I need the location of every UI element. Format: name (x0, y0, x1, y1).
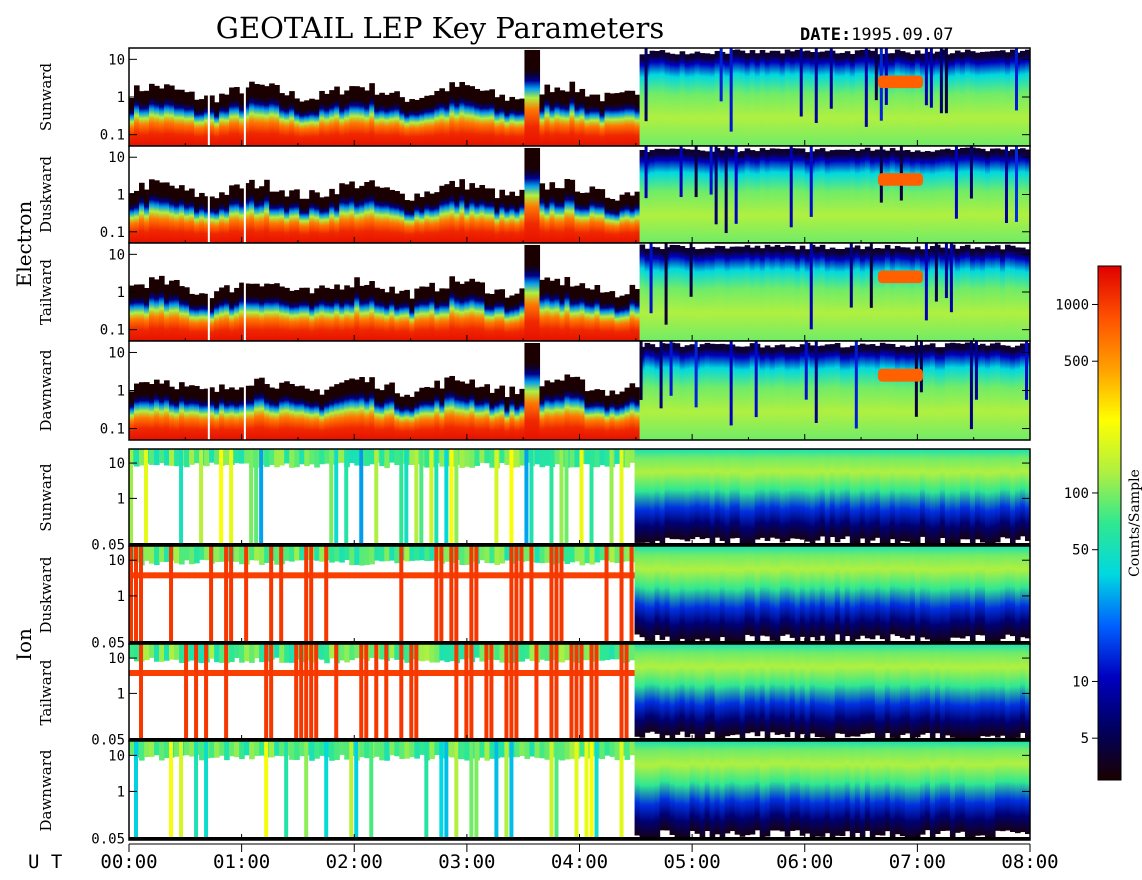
y-tick-label: 10 (108, 553, 125, 569)
y-tick-label: 1 (117, 589, 125, 605)
panel-label-sunward: Sunward (37, 63, 55, 132)
y-tick-label: 10 (108, 247, 125, 263)
y-tick-label: 10 (108, 345, 125, 361)
y-tick-label: 0.1 (100, 422, 125, 438)
panel-label-dawnward: Dawnward (37, 349, 55, 431)
time-tick-label: 04:00 (551, 851, 608, 873)
group-labels: Electron Ion (12, 201, 36, 661)
y-tick-label: 10 (108, 456, 125, 472)
panel-ion-duskward: 10 1 0.05 Duskward (37, 545, 1031, 651)
y-tick-label: 0.05 (91, 732, 125, 748)
y-tick-label: 1 (117, 188, 125, 204)
time-tick-label: 02:00 (326, 851, 383, 873)
date-label: DATE: (800, 25, 851, 45)
panel-label-tailward: Tailward (37, 259, 55, 325)
colorbar-tick-label: 5 (1081, 731, 1089, 747)
panel-label-sunward: Sunward (37, 463, 55, 532)
time-tick-label: 07:00 (889, 851, 946, 873)
y-tick-label: 10 (108, 748, 125, 764)
panel-label-dawnward: Dawnward (37, 749, 55, 831)
time-tick-label: 06:00 (776, 851, 833, 873)
colorbar-tick-label: 10 (1072, 674, 1089, 690)
y-tick-label: 0.1 (100, 323, 125, 339)
group-label-electron: Electron (12, 201, 36, 288)
panel-electron-sunward: 10 1 0.1 Sunward (37, 47, 1031, 147)
time-tick-label: 01:00 (213, 851, 270, 873)
y-tick-label: 10 (108, 52, 125, 68)
y-tick-label: 0.05 (91, 831, 125, 847)
spectrogram-panels: 10 1 0.1 Sunward 10 1 0.1 Duskward 10 1 0.1 Tailwar… (37, 47, 1031, 847)
y-tick-label: 0.1 (100, 225, 125, 241)
panel-ion-sunward: 10 1 0.05 Sunward (37, 448, 1031, 553)
panel-electron-duskward: 10 1 0.1 Duskward (37, 145, 1031, 244)
y-tick-label: 1 (117, 686, 125, 702)
time-tick-label: 08:00 (1001, 851, 1058, 873)
time-tick-label: 03:00 (438, 851, 495, 873)
colorbar-tick-label: 500 (1064, 354, 1089, 370)
panel-label-tailward: Tailward (37, 659, 55, 725)
time-axis-label: U T (28, 851, 62, 873)
panel-electron-tailward: 10 1 0.1 Tailward (37, 242, 1031, 342)
colorbar-tick-label: 50 (1072, 543, 1089, 559)
panel-label-duskward: Duskward (37, 556, 55, 633)
colorbar-title: Counts/Sample (1127, 469, 1142, 577)
y-tick-label: 1 (117, 90, 125, 106)
group-label-ion: Ion (12, 628, 36, 661)
time-tick-label: 00:00 (100, 851, 157, 873)
panel-electron-dawnward: 10 1 0.1 Dawnward (37, 340, 1031, 441)
y-tick-label: 1 (117, 491, 125, 507)
date-display: DATE:1995.09.07 (800, 25, 954, 45)
panel-ion-dawnward: 10 1 0.05 Dawnward (37, 740, 1031, 847)
y-tick-label: 1 (117, 285, 125, 301)
y-tick-label: 10 (108, 651, 125, 667)
time-axis: U T 00:00 01:00 02:00 03:00 04:00 05:00 06:00 0… (28, 843, 1059, 873)
y-tick-label: 0.05 (91, 635, 125, 651)
time-tick-label: 05:00 (664, 851, 721, 873)
panel-ion-tailward: 10 1 0.05 Tailward (37, 643, 1031, 748)
date-value: 1995.09.07 (851, 25, 953, 45)
colorbar-tick-label: 100 (1064, 486, 1089, 502)
y-tick-label: 0.1 (100, 128, 125, 144)
y-tick-label: 1 (117, 784, 125, 800)
y-tick-label: 1 (117, 384, 125, 400)
panel-label-duskward: Duskward (37, 156, 55, 233)
colorbar: 1000 500 100 50 10 5 Counts/Sample (1055, 265, 1142, 781)
colorbar-tick-label: 1000 (1055, 297, 1089, 313)
y-tick-label: 10 (108, 150, 125, 166)
colorbar-scale (1097, 265, 1122, 781)
figure-title: GEOTAIL LEP Key Parameters (216, 11, 664, 45)
y-tick-label: 0.05 (91, 537, 125, 553)
